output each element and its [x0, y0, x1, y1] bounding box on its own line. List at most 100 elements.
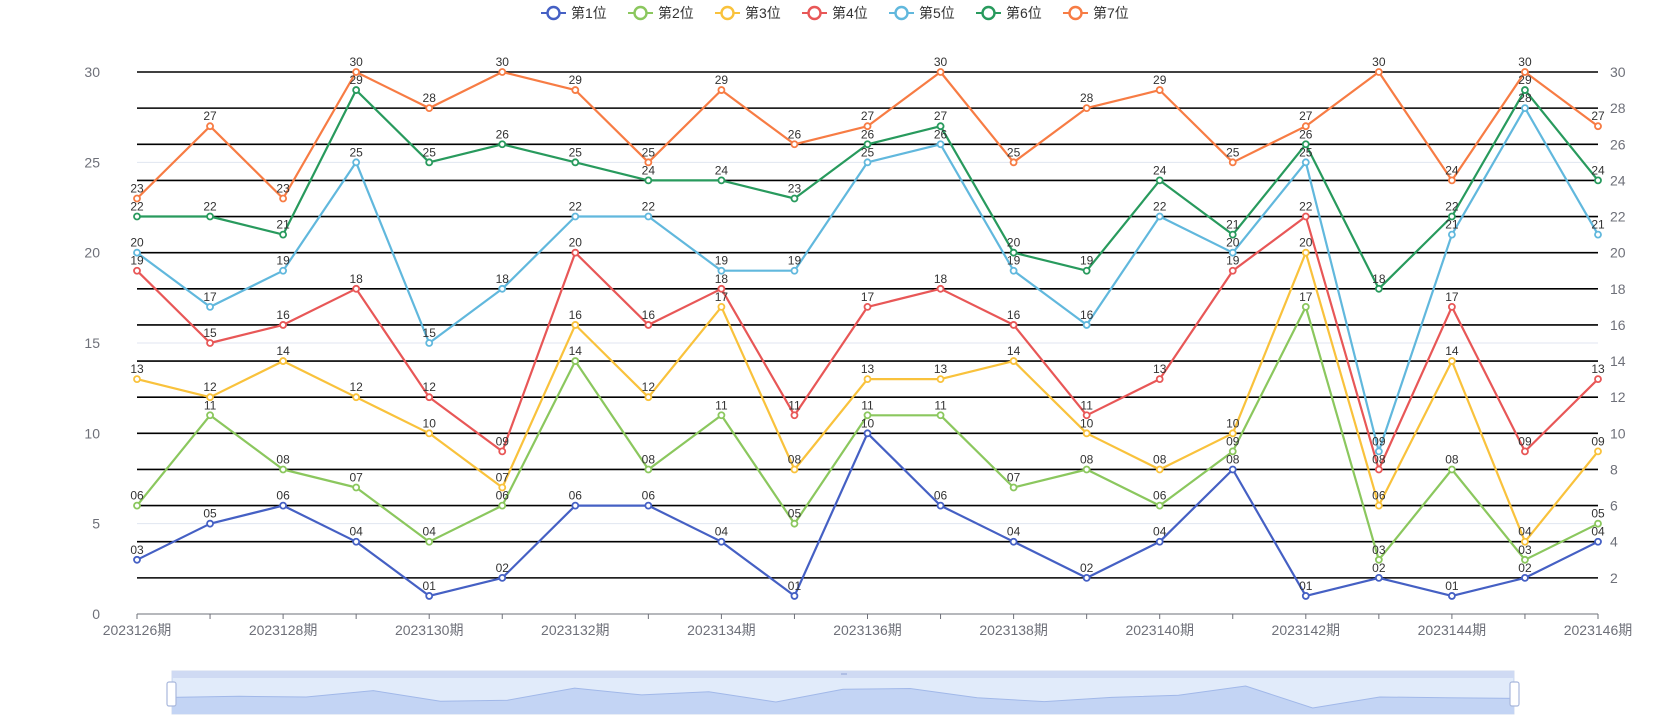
data-point[interactable]	[1228, 429, 1237, 438]
data-point[interactable]	[1594, 122, 1602, 131]
data-point[interactable]	[1594, 230, 1602, 239]
data-point[interactable]	[1448, 302, 1456, 311]
legend-item-6[interactable]: 第6位	[976, 5, 1042, 21]
data-point[interactable]	[1082, 266, 1091, 275]
data-point[interactable]	[1374, 447, 1383, 456]
data-point[interactable]	[571, 158, 580, 167]
data-zoom-slider[interactable]	[166, 670, 1520, 715]
data-point[interactable]	[1521, 447, 1529, 456]
legend-item-3[interactable]: 第3位	[715, 5, 781, 21]
data-point[interactable]	[790, 194, 799, 203]
legend-item-1[interactable]: 第1位	[541, 5, 607, 21]
data-point[interactable]	[717, 176, 726, 185]
data-point[interactable]	[498, 68, 507, 76]
data-point[interactable]	[133, 212, 141, 221]
data-point[interactable]	[1301, 302, 1310, 311]
data-point[interactable]	[352, 158, 361, 167]
data-point[interactable]	[936, 122, 945, 131]
data-point[interactable]	[498, 447, 507, 456]
data-point[interactable]	[1301, 212, 1310, 221]
data-point[interactable]	[206, 302, 214, 311]
legend-item-7[interactable]: 第7位	[1063, 5, 1129, 21]
data-point[interactable]	[1301, 158, 1310, 167]
data-point[interactable]	[1155, 537, 1164, 546]
data-point[interactable]	[206, 393, 214, 402]
data-point[interactable]	[1594, 447, 1602, 456]
data-point[interactable]	[1009, 266, 1018, 275]
data-point[interactable]	[279, 501, 288, 510]
data-point[interactable]	[1301, 140, 1310, 149]
data-point[interactable]	[1228, 266, 1237, 275]
data-point[interactable]	[279, 266, 288, 275]
data-point[interactable]	[1301, 248, 1310, 257]
data-point[interactable]	[717, 537, 726, 546]
data-point[interactable]	[1228, 465, 1237, 474]
data-point[interactable]	[644, 212, 653, 221]
data-point[interactable]	[1009, 248, 1018, 257]
data-point[interactable]	[644, 501, 653, 510]
data-point[interactable]	[1009, 158, 1018, 167]
data-point[interactable]	[425, 104, 434, 113]
data-point[interactable]	[1594, 519, 1602, 528]
data-point[interactable]	[790, 266, 799, 275]
data-point[interactable]	[133, 248, 141, 257]
data-point[interactable]	[352, 284, 361, 293]
data-point[interactable]	[644, 176, 653, 185]
legend-item-4[interactable]: 第4位	[802, 5, 868, 21]
data-point[interactable]	[1228, 230, 1237, 239]
data-point[interactable]	[1521, 104, 1529, 113]
data-point[interactable]	[1374, 465, 1383, 474]
data-point[interactable]	[1374, 555, 1383, 564]
data-point[interactable]	[1155, 176, 1164, 185]
data-point[interactable]	[206, 212, 214, 221]
data-point[interactable]	[1082, 411, 1091, 420]
data-point[interactable]	[1374, 284, 1383, 293]
data-point[interactable]	[206, 411, 214, 420]
data-point[interactable]	[863, 411, 872, 420]
data-point[interactable]	[279, 357, 288, 365]
data-point[interactable]	[1521, 537, 1529, 546]
data-point[interactable]	[1009, 537, 1018, 546]
data-point[interactable]	[863, 302, 872, 311]
data-point[interactable]	[571, 248, 580, 257]
data-point[interactable]	[352, 68, 361, 76]
data-point[interactable]	[936, 375, 945, 384]
data-point[interactable]	[279, 230, 288, 239]
data-point[interactable]	[863, 429, 872, 438]
data-point[interactable]	[790, 411, 799, 420]
data-point[interactable]	[1228, 158, 1237, 167]
data-point[interactable]	[1082, 429, 1091, 438]
legend[interactable]: 第1位 第2位 第3位 第4位 第5位 第6位 第7位	[541, 5, 1129, 21]
data-point[interactable]	[206, 339, 214, 347]
data-point[interactable]	[571, 501, 580, 510]
data-point[interactable]	[1228, 447, 1237, 456]
data-point[interactable]	[498, 483, 507, 492]
data-point[interactable]	[425, 158, 434, 167]
data-point[interactable]	[936, 140, 945, 149]
data-point[interactable]	[1594, 375, 1602, 384]
data-point[interactable]	[498, 573, 507, 582]
data-point[interactable]	[1521, 86, 1529, 94]
legend-item-5[interactable]: 第5位	[889, 5, 955, 21]
data-point[interactable]	[1301, 592, 1310, 600]
data-point[interactable]	[1521, 68, 1529, 76]
data-point[interactable]	[936, 501, 945, 510]
data-point[interactable]	[936, 284, 945, 293]
data-point[interactable]	[133, 501, 141, 510]
data-point[interactable]	[1155, 501, 1164, 510]
data-point[interactable]	[571, 86, 580, 94]
data-point[interactable]	[571, 357, 580, 365]
data-point[interactable]	[425, 339, 434, 347]
data-point[interactable]	[1009, 321, 1018, 329]
data-point[interactable]	[1155, 465, 1164, 474]
data-point[interactable]	[498, 501, 507, 510]
data-point[interactable]	[498, 140, 507, 149]
data-point[interactable]	[352, 86, 361, 94]
data-point[interactable]	[1155, 86, 1164, 94]
data-point[interactable]	[863, 375, 872, 384]
data-point[interactable]	[279, 194, 288, 203]
data-point[interactable]	[279, 465, 288, 474]
data-point[interactable]	[863, 122, 872, 131]
data-point[interactable]	[352, 393, 361, 402]
data-point[interactable]	[790, 140, 799, 149]
